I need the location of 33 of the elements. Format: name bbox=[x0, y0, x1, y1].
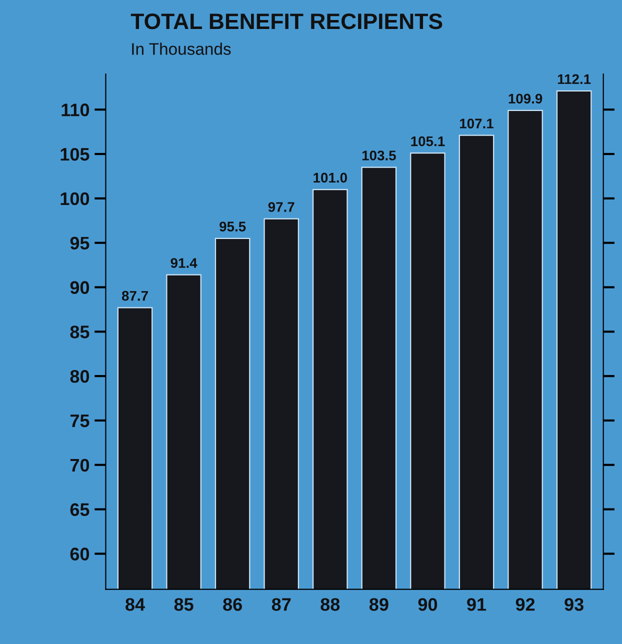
chart-subtitle: In Thousands bbox=[132, 42, 231, 55]
x-tick-label: 87 bbox=[272, 598, 291, 611]
data-label: 101.0 bbox=[314, 172, 347, 183]
data-label: 103.5 bbox=[362, 150, 396, 160]
x-tick-label: 89 bbox=[369, 598, 388, 611]
y-tick-label: 75 bbox=[70, 414, 90, 428]
y-tick-label: 90 bbox=[70, 281, 90, 294]
x-tick-label: 88 bbox=[320, 598, 340, 611]
y-tick-label: 95 bbox=[70, 236, 90, 250]
x-tick-label: 92 bbox=[516, 598, 535, 611]
data-label: 97.7 bbox=[268, 202, 294, 212]
y-tick-label: 110 bbox=[62, 104, 90, 116]
chart-title: TOTAL BENEFIT RECIPIENTS bbox=[130, 13, 442, 30]
y-tick-label: 65 bbox=[70, 503, 90, 516]
x-tick-label: 84 bbox=[126, 598, 145, 611]
x-tick-label: 90 bbox=[418, 598, 438, 611]
data-label: 107.1 bbox=[460, 118, 494, 128]
y-tick-label: 105 bbox=[60, 148, 90, 161]
data-label: 109.9 bbox=[508, 94, 542, 104]
data-label: 112.1 bbox=[558, 74, 591, 84]
data-label: 87.7 bbox=[122, 290, 148, 301]
data-label: 105.1 bbox=[411, 136, 445, 146]
y-tick-label: 70 bbox=[70, 458, 90, 472]
y-tick-label: 60 bbox=[70, 548, 90, 560]
y-tick-label: 100 bbox=[60, 192, 90, 206]
y-tick-label: 85 bbox=[70, 326, 90, 338]
data-label: 91.4 bbox=[170, 258, 198, 268]
y-tick-label: 80 bbox=[70, 370, 90, 383]
data-label: 95.5 bbox=[220, 222, 246, 232]
x-tick-label: 91 bbox=[467, 598, 486, 611]
x-tick-label: 93 bbox=[564, 598, 584, 611]
x-tick-label: 86 bbox=[223, 598, 242, 611]
x-tick-label: 85 bbox=[174, 598, 194, 611]
